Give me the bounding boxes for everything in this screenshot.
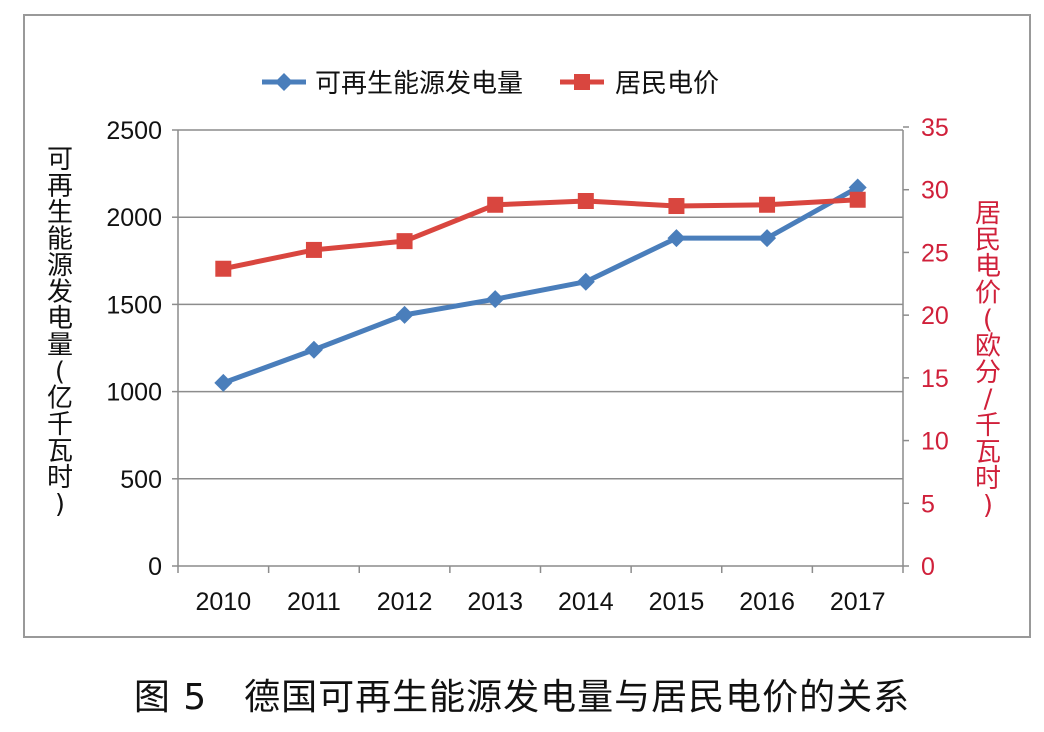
data-point <box>577 193 594 210</box>
x-tick-label: 2011 <box>287 588 341 616</box>
x-tick-label: 2010 <box>196 588 252 616</box>
data-point <box>304 340 323 359</box>
series-line <box>222 185 859 386</box>
y2-tick-label: 5 <box>921 490 935 518</box>
data-point <box>667 229 686 248</box>
y2-tick-label: 15 <box>921 365 949 393</box>
data-point <box>576 272 595 291</box>
data-point <box>668 198 685 215</box>
data-point <box>486 290 505 309</box>
y-tick-label: 2000 <box>106 204 162 232</box>
x-tick-label: 2014 <box>558 588 614 616</box>
legend-marker <box>574 74 590 90</box>
y-tick-label: 1500 <box>106 291 162 319</box>
y2-tick-label: 35 <box>921 114 949 142</box>
x-tick-label: 2013 <box>467 588 523 616</box>
y-tick-label: 500 <box>120 466 162 494</box>
data-point <box>215 260 232 277</box>
y2-tick-label: 30 <box>921 177 949 205</box>
data-point <box>214 373 233 392</box>
y-tick-label: 1000 <box>106 379 162 407</box>
data-point <box>305 241 322 258</box>
data-point <box>758 229 777 248</box>
y-tick-label: 0 <box>148 553 162 581</box>
data-point <box>395 305 414 324</box>
data-point <box>396 233 413 250</box>
y2-axis-title: 居民电价(欧分/千瓦时) <box>975 199 1001 521</box>
chart-frame <box>23 14 1031 638</box>
x-tick-label: 2016 <box>739 588 795 616</box>
x-tick-label: 2012 <box>377 588 433 616</box>
y-axis-title: 可再生能源发电量(亿千瓦时) <box>47 145 73 520</box>
y2-tick-label: 10 <box>921 428 949 456</box>
figure-caption: 图 5 德国可再生能源发电量与居民电价的关系 <box>133 677 911 718</box>
y2-tick-label: 20 <box>921 302 949 330</box>
legend-label: 可再生能源发电量 <box>315 69 523 99</box>
y2-tick-label: 0 <box>921 553 935 581</box>
x-tick-label: 2015 <box>649 588 705 616</box>
legend-label: 居民电价 <box>615 69 719 99</box>
data-point <box>849 191 866 208</box>
legend-marker <box>275 73 293 91</box>
series-line <box>222 197 858 272</box>
y-tick-label: 2500 <box>106 117 162 145</box>
data-point <box>487 196 504 213</box>
data-point <box>759 196 776 213</box>
y2-tick-label: 25 <box>921 239 949 267</box>
x-tick-label: 2017 <box>830 588 886 616</box>
